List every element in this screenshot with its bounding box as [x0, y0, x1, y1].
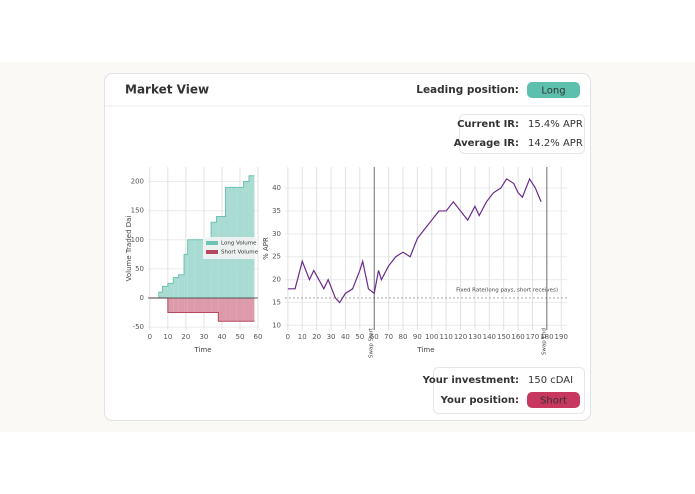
x-tick-label: 80: [399, 333, 408, 341]
x-tick-label: 10: [298, 333, 307, 341]
x-tick-label: 60: [370, 333, 379, 341]
volume-step: [184, 254, 188, 298]
y-axis-label: Volume Traded Dai: [125, 216, 133, 282]
legend-label: Short Volume: [221, 250, 259, 256]
volume-step: [225, 297, 231, 322]
y-tick-label: -50: [133, 323, 144, 331]
current-label: Current IR:: [457, 119, 519, 130]
leading-label: Leading position:: [416, 84, 519, 96]
x-tick-label: 110: [439, 333, 452, 341]
x-tick-label: 90: [413, 333, 422, 341]
x-tick-label: 150: [497, 333, 510, 341]
volume-step: [203, 297, 212, 313]
y-axis-label: % APR: [262, 237, 270, 260]
volume-step: [243, 297, 249, 322]
x-tick-label: 180: [540, 333, 553, 341]
volume-step: [211, 297, 217, 313]
x-tick-label: 0: [148, 333, 152, 341]
card: [104, 73, 591, 421]
x-axis-label: Time: [416, 346, 434, 354]
x-tick-label: 30: [327, 333, 336, 341]
volume-step: [218, 297, 226, 322]
swap-label: Swap Start: [369, 327, 375, 358]
x-tick-label: 160: [511, 333, 524, 341]
volume-step: [203, 239, 212, 298]
x-tick-label: 60: [254, 333, 263, 341]
y-tick-label: 10: [272, 321, 281, 329]
average-label: Average IR:: [454, 138, 519, 149]
average-value: 14.2% APR: [528, 138, 583, 149]
x-tick-label: 50: [355, 333, 364, 341]
volume-step: [230, 297, 237, 322]
legend-swatch: [206, 241, 218, 245]
x-tick-label: 140: [483, 333, 496, 341]
leading-pill: [527, 82, 580, 98]
x-tick-label: 170: [526, 333, 539, 341]
current-value: 15.4% APR: [528, 119, 583, 130]
x-tick-label: 10: [163, 333, 172, 341]
volume-step: [184, 297, 188, 313]
legend-label: Long Volume: [221, 241, 257, 247]
x-tick-label: 100: [425, 333, 438, 341]
volume-step: [194, 297, 204, 313]
y-tick-label: 25: [272, 253, 281, 261]
position-pill: [527, 392, 580, 408]
volume-step: [216, 297, 219, 313]
y-tick-label: 35: [272, 207, 281, 215]
x-tick-label: 40: [217, 333, 226, 341]
volume-step: [194, 239, 204, 298]
y-tick-label: 200: [131, 178, 144, 186]
x-tick-label: 20: [181, 333, 190, 341]
volume-step: [187, 297, 195, 313]
investment-label: Your investment:: [422, 375, 519, 386]
volume-step: [178, 297, 185, 313]
x-tick-label: 70: [384, 333, 393, 341]
y-tick-label: 150: [131, 207, 144, 215]
swap-label: Swap End: [541, 328, 547, 355]
x-tick-label: 120: [454, 333, 467, 341]
x-tick-label: 0: [286, 333, 290, 341]
volume-step: [173, 297, 179, 313]
volume-step: [248, 175, 255, 298]
card-title: Market View: [125, 83, 209, 97]
volume-step: [178, 274, 185, 298]
x-tick-label: 190: [555, 333, 568, 341]
y-tick-label: 50: [135, 265, 144, 273]
volume-step: [211, 222, 217, 298]
y-tick-label: 100: [131, 236, 144, 244]
y-tick-label: 20: [272, 276, 281, 284]
x-tick-label: 20: [312, 333, 321, 341]
volume-step: [187, 239, 195, 298]
volume-step: [158, 292, 163, 298]
investment-value: 150 cDAI: [528, 375, 573, 386]
x-tick-label: 40: [341, 333, 350, 341]
x-axis-label: Time: [193, 346, 211, 354]
volume-step: [173, 277, 179, 298]
position-label: Your position:: [440, 395, 519, 406]
volume-step: [167, 283, 174, 298]
fixed-rate-label: Fixed Rate(long pays, short receives): [456, 287, 558, 293]
volume-edge: [149, 297, 255, 322]
y-tick-label: 30: [272, 230, 281, 238]
y-tick-label: 40: [272, 184, 281, 192]
x-tick-label: 30: [199, 333, 208, 341]
apr-line: [287, 177, 542, 304]
volume-step: [248, 297, 255, 322]
position-value: Short: [540, 396, 567, 407]
y-tick-label: 15: [272, 299, 281, 307]
x-tick-label: 130: [468, 333, 481, 341]
leading-value: Long: [541, 86, 565, 97]
volume-step: [236, 297, 244, 322]
x-tick-label: 50: [236, 333, 245, 341]
y-tick-label: 0: [140, 294, 144, 302]
volume-step: [162, 286, 168, 298]
legend-swatch: [206, 250, 218, 254]
rates-box: [459, 114, 585, 154]
volume-step: [167, 297, 174, 313]
volume-edge: [149, 175, 255, 299]
